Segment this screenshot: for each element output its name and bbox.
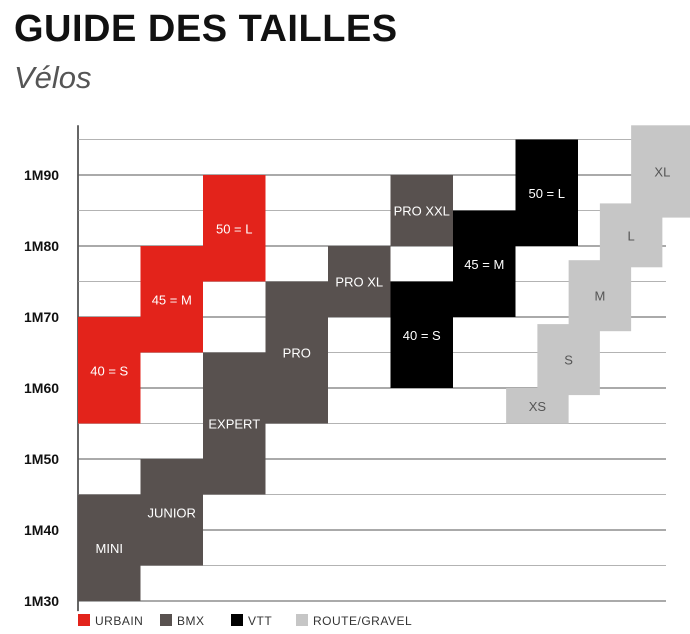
y-tick-label: 1M60 — [24, 380, 59, 396]
size-block-label: 50 = L — [216, 221, 253, 236]
size-blocks: 40 = S 45 = M 50 = L MINI JUNIOR EXPERT PRO PRO… — [78, 125, 690, 601]
size-block — [140, 246, 203, 353]
legend-swatch — [160, 614, 172, 626]
size-block-label: 40 = S — [403, 328, 441, 343]
y-tick-label: 1M30 — [24, 593, 59, 609]
size-block — [265, 281, 328, 424]
size-block-label: 50 = L — [528, 186, 565, 201]
size-block-label: EXPERT — [208, 417, 260, 432]
size-block-label: 45 = M — [152, 292, 192, 307]
size-block-label: JUNIOR — [148, 505, 196, 520]
size-block-label: 40 = S — [90, 363, 128, 378]
legend-label: URBAIN — [95, 614, 143, 628]
legend-label: ROUTE/GRAVEL — [313, 614, 412, 628]
legend-swatch — [231, 614, 243, 626]
size-block-label: S — [564, 353, 573, 368]
y-tick-label: 1M90 — [24, 167, 59, 183]
size-block — [537, 324, 600, 396]
size-block — [453, 210, 516, 317]
size-block-label: 45 = M — [464, 257, 504, 272]
page-title: GUIDE DES TAILLES — [14, 8, 398, 50]
size-block — [78, 317, 141, 424]
legend-swatch — [78, 614, 90, 626]
y-tick-label: 1M50 — [24, 451, 59, 467]
size-block-label: XS — [529, 399, 547, 414]
size-block — [78, 494, 141, 601]
legend: URBAIN BMX VTT ROUTE/GRAVEL — [78, 614, 412, 628]
size-block — [568, 260, 632, 332]
page-subtitle: Vélos — [14, 60, 92, 95]
size-block — [515, 139, 578, 246]
size-block — [390, 175, 453, 246]
size-block-label: MINI — [96, 541, 123, 556]
size-block-label: PRO — [283, 346, 311, 361]
size-block — [631, 125, 690, 218]
size-block — [203, 352, 266, 495]
size-block-label: PRO XL — [335, 275, 383, 290]
size-block — [203, 175, 266, 282]
y-tick-label: 1M40 — [24, 522, 59, 538]
size-block — [328, 246, 391, 317]
legend-label: VTT — [248, 614, 272, 628]
legend-label: BMX — [177, 614, 205, 628]
size-block-label: PRO XXL — [394, 204, 450, 219]
size-block-label: L — [628, 228, 635, 243]
size-block-label: M — [594, 289, 605, 304]
size-block — [140, 459, 203, 566]
size-block-label: XL — [654, 164, 670, 179]
y-axis-ticks: 1M90 1M80 1M70 1M60 1M50 1M40 1M30 — [24, 167, 59, 609]
y-tick-label: 1M70 — [24, 309, 59, 325]
size-block — [390, 281, 453, 388]
legend-swatch — [296, 614, 308, 626]
y-tick-label: 1M80 — [24, 238, 59, 254]
